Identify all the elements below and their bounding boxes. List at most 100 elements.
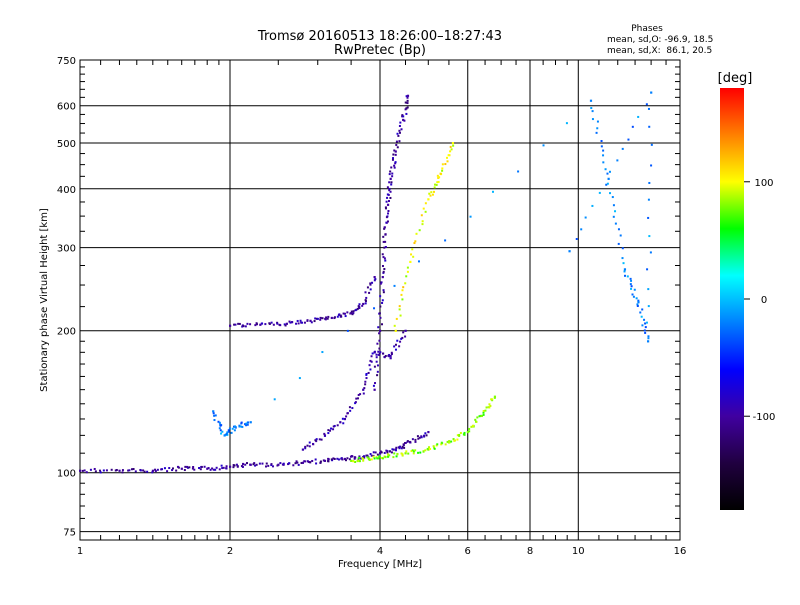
data-point-fill — [452, 438, 455, 441]
data-point — [384, 455, 387, 459]
data-point-fill — [629, 277, 632, 280]
data-point-fill — [394, 449, 397, 452]
x-tick-label: 1 — [77, 546, 83, 557]
data-point-fill — [370, 355, 373, 358]
chart-subtitle: RwPretec (Bp) — [334, 43, 426, 58]
data-point-fill — [441, 169, 444, 172]
data-point-fill — [357, 460, 360, 463]
data-point-fill — [412, 452, 415, 455]
data-point-fill — [406, 266, 409, 269]
data-point-fill — [156, 468, 159, 471]
data-point — [409, 260, 412, 264]
data-point-fill — [365, 372, 368, 375]
data-point-fill — [332, 457, 335, 460]
data-point-fill — [354, 309, 357, 312]
data-point-fill — [188, 466, 191, 469]
data-point-fill — [352, 312, 355, 315]
x-tick-label: 10 — [572, 546, 585, 557]
data-point-fill — [271, 465, 274, 468]
y-axis-label: Stationary phase Virtual Height [km] — [39, 208, 50, 392]
y-tick-label: 300 — [57, 244, 76, 255]
data-point-fill — [387, 453, 390, 456]
data-point-fill — [488, 403, 491, 406]
data-point — [480, 414, 483, 418]
data-point-fill — [369, 368, 372, 371]
data-point-fill — [240, 421, 243, 424]
data-point-fill — [376, 370, 379, 373]
data-point-fill — [382, 271, 385, 274]
data-point — [381, 275, 384, 279]
data-point-fill — [353, 457, 356, 460]
data-point-fill — [428, 192, 431, 195]
data-point-fill — [459, 431, 462, 434]
data-point-fill — [478, 415, 481, 418]
data-point-fill — [614, 222, 617, 225]
data-point-fill — [469, 215, 472, 218]
data-point-fill — [598, 191, 601, 194]
data-point-fill — [376, 457, 379, 460]
data-point-fill — [318, 438, 321, 441]
data-point-fill — [405, 275, 408, 278]
data-point-fill — [490, 398, 493, 401]
data-point-fill — [369, 359, 372, 362]
data-point — [118, 469, 121, 472]
data-point-fill — [647, 335, 650, 338]
data-point-fill — [311, 459, 314, 462]
data-point-fill — [375, 456, 378, 459]
data-point-fill — [212, 468, 215, 471]
data-point-fill — [633, 288, 636, 291]
data-point-fill — [323, 432, 326, 435]
data-point-fill — [386, 196, 389, 199]
data-point — [394, 150, 397, 153]
data-point-fill — [336, 424, 339, 427]
data-point-fill — [637, 115, 640, 118]
data-point-fill — [370, 458, 373, 461]
data-point-fill — [406, 99, 409, 102]
data-point — [394, 329, 397, 332]
data-point-fill — [602, 161, 605, 164]
data-point-fill — [647, 107, 650, 110]
data-point — [277, 463, 280, 466]
data-point-fill — [399, 340, 402, 343]
data-point-fill — [425, 434, 428, 437]
data-point-fill — [297, 463, 300, 466]
data-point-fill — [350, 455, 353, 458]
data-point-fill — [600, 139, 603, 142]
data-point — [212, 410, 215, 413]
data-point-fill — [410, 450, 413, 453]
data-point — [568, 250, 571, 253]
data-point-fill — [132, 468, 135, 471]
data-point-fill — [341, 458, 344, 461]
data-point-fill — [410, 253, 413, 256]
data-point-fill — [390, 351, 393, 354]
data-point-fill — [493, 396, 496, 399]
data-point-fill — [379, 450, 382, 453]
data-point-fill — [333, 317, 336, 320]
data-point-fill — [623, 270, 626, 273]
data-point-fill — [296, 461, 299, 464]
data-point-fill — [631, 293, 634, 296]
data-point-fill — [362, 458, 365, 461]
data-point-fill — [406, 102, 409, 105]
data-point-fill — [297, 322, 300, 325]
data-point-fill — [301, 321, 304, 324]
data-point-fill — [253, 462, 256, 465]
data-point-fill — [295, 322, 298, 325]
data-point-fill — [393, 284, 396, 287]
data-point-fill — [287, 463, 290, 466]
data-point-fill — [474, 418, 477, 421]
data-point-fill — [154, 468, 157, 471]
data-point-fill — [398, 305, 401, 308]
data-point-fill — [238, 322, 241, 325]
data-point-fill — [349, 409, 352, 412]
data-point-fill — [276, 322, 279, 325]
data-point-fill — [237, 322, 240, 325]
data-point-fill — [398, 124, 401, 127]
data-point-fill — [130, 468, 133, 471]
data-point-fill — [121, 471, 124, 474]
data-point-fill — [379, 351, 382, 354]
data-point-fill — [330, 458, 333, 461]
data-point-fill — [424, 210, 427, 213]
data-point-fill — [388, 173, 391, 176]
data-point-fill — [348, 458, 351, 461]
